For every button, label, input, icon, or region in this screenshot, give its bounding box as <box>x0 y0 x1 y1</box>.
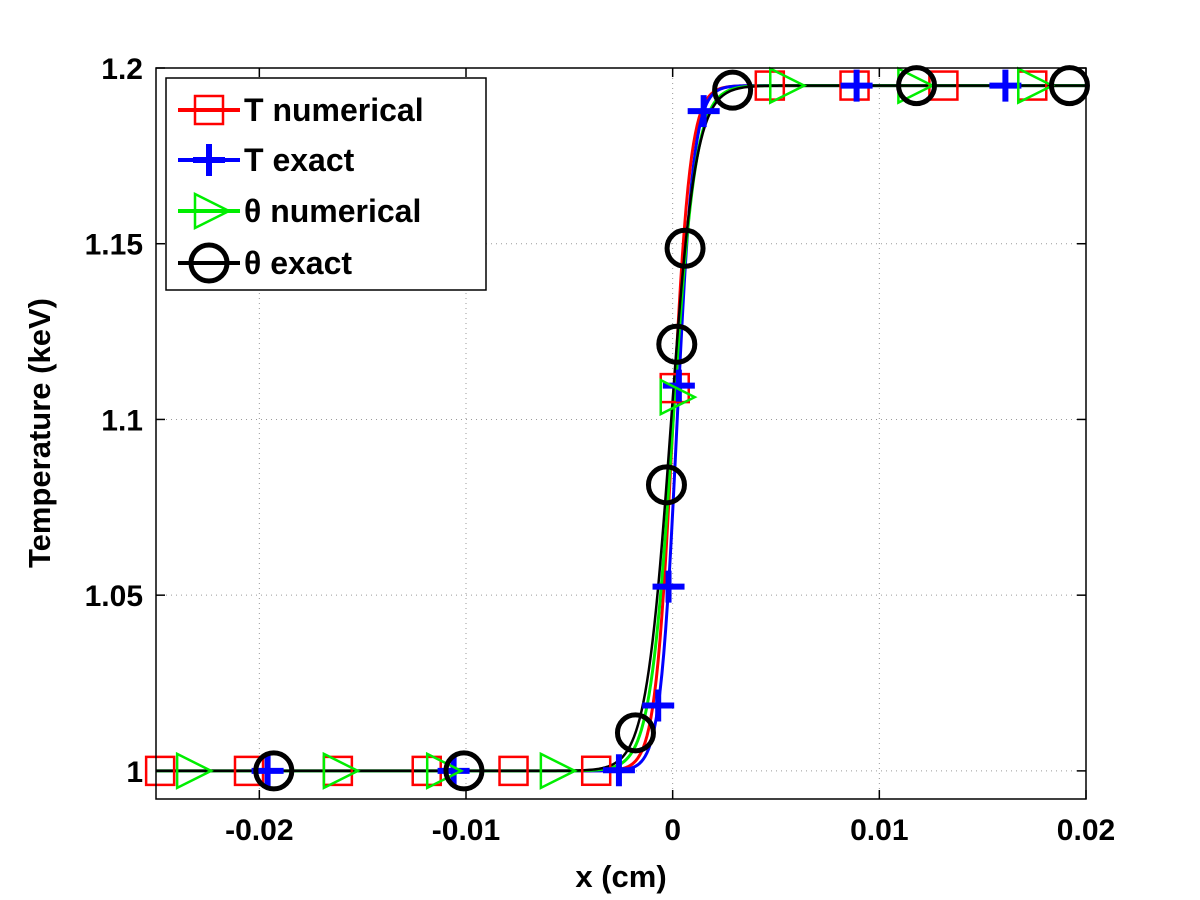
data-point-theta-numerical <box>322 751 361 790</box>
data-point-theta-exact <box>712 69 754 111</box>
data-point-theta-numerical <box>175 751 214 790</box>
legend-label-t-exact: T exact <box>244 142 355 178</box>
legend-entry-theta-exact: θ exact <box>244 245 352 281</box>
legend-entry-t-numerical: T numerical <box>244 92 424 128</box>
y-axis-label: Temperature (keV) <box>22 298 57 568</box>
legend-label-theta-exact: θ exact <box>244 245 352 281</box>
legend-entry-theta-numerical: θ numerical <box>244 193 421 229</box>
x-tick-label: -0.02 <box>225 814 293 847</box>
legend-marker-t-exact <box>193 144 225 176</box>
legend-label-theta-numerical: θ numerical <box>244 193 421 229</box>
data-point-t-numerical <box>928 70 959 101</box>
data-point-t-numerical <box>498 755 529 787</box>
x-tick-label: 0.01 <box>850 814 908 847</box>
data-point-t-exact <box>652 570 685 603</box>
y-tick-label: 1.05 <box>85 580 143 613</box>
x-tick-label: 0 <box>664 814 681 847</box>
markers-t-exact <box>251 69 1022 787</box>
data-point-t-exact <box>989 69 1022 102</box>
series-markers <box>144 65 1090 792</box>
legend-label-t-numerical: T numerical <box>244 92 424 128</box>
data-point-t-exact <box>687 95 720 128</box>
data-point-theta-exact <box>656 323 698 365</box>
legend-samples <box>178 94 240 284</box>
legend-box <box>165 77 487 291</box>
data-point-t-exact <box>840 69 873 102</box>
data-point-theta-exact <box>443 750 485 792</box>
markers-theta-numerical <box>175 66 1056 790</box>
data-point-theta-numerical <box>1017 66 1056 105</box>
data-point-theta-numerical <box>425 751 464 790</box>
x-tick-label: -0.01 <box>432 814 500 847</box>
data-point-theta-exact <box>614 712 656 754</box>
data-point-t-exact <box>662 369 695 402</box>
data-point-theta-exact <box>645 464 687 506</box>
legend-entry-t-exact: T exact <box>244 142 355 178</box>
axis-ticks: -0.02 -0.01 0 0.01 0.02 1 1.05 1.1 1.15 1.2 <box>85 53 1116 847</box>
legend-marker-theta-exact <box>188 242 230 284</box>
y-tick-label: 1.2 <box>101 53 143 86</box>
plot-frame <box>155 67 1087 800</box>
data-point-theta-numerical <box>659 378 698 417</box>
legend-marker-theta-numerical <box>193 191 232 231</box>
data-point-theta-numerical <box>539 751 578 790</box>
data-point-t-exact <box>437 754 470 787</box>
y-tick-label: 1.15 <box>85 229 143 262</box>
data-point-theta-numerical <box>769 66 808 105</box>
y-tick-label: 1.1 <box>101 404 143 437</box>
data-point-t-numerical <box>144 755 176 787</box>
data-point-t-exact <box>642 689 675 722</box>
x-axis-label: x (cm) <box>575 859 666 894</box>
legend: T numerical T exact θ numerical θ exact <box>165 77 487 291</box>
data-point-t-exact <box>602 754 635 787</box>
x-tick-label: 0.02 <box>1057 814 1115 847</box>
data-point-theta-exact <box>664 227 706 269</box>
data-point-theta-exact <box>253 750 295 792</box>
y-tick-label: 1 <box>126 756 143 789</box>
legend-marker-t-numerical <box>193 94 225 126</box>
